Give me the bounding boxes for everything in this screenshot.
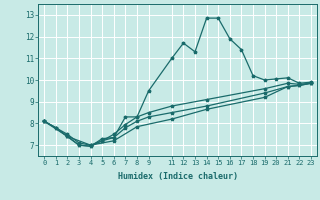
X-axis label: Humidex (Indice chaleur): Humidex (Indice chaleur) (118, 172, 238, 181)
